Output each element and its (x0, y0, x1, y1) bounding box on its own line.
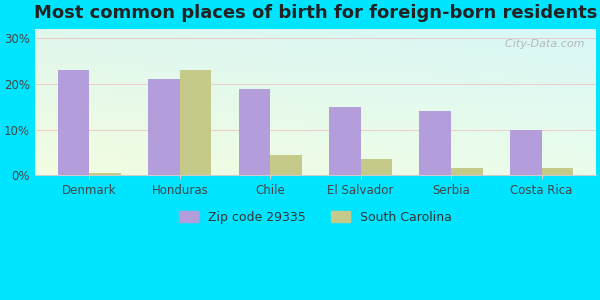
Text: City-Data.com: City-Data.com (498, 40, 584, 50)
Legend: Zip code 29335, South Carolina: Zip code 29335, South Carolina (173, 205, 458, 230)
Bar (270, 154, 302, 175)
Bar (89, 173, 121, 175)
Bar (148, 80, 180, 175)
Bar (361, 159, 392, 175)
Title: Most common places of birth for foreign-born residents: Most common places of birth for foreign-… (34, 4, 597, 22)
Bar (510, 130, 542, 175)
Bar (58, 70, 89, 175)
Bar (451, 168, 483, 175)
Bar (329, 107, 361, 175)
Bar (419, 111, 451, 175)
Bar (180, 70, 211, 175)
Bar (542, 168, 573, 175)
Bar (239, 88, 270, 175)
